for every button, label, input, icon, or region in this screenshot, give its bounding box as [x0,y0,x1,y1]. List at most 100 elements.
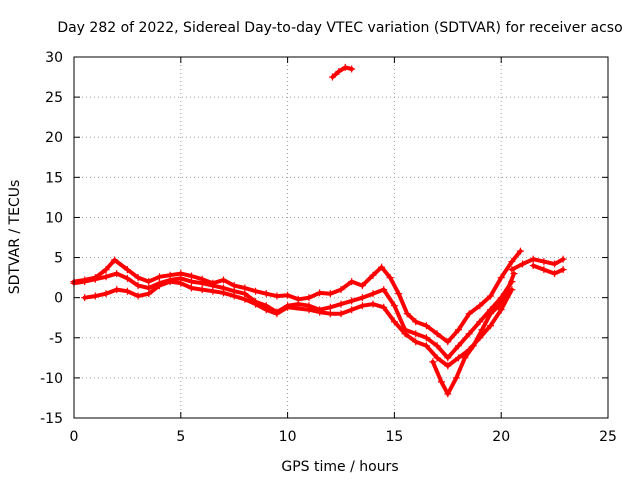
series-line [509,257,566,272]
data-point [380,286,388,294]
data-point [476,318,484,326]
data-point [444,354,452,362]
data-point [358,302,366,310]
data-point [508,258,516,266]
y-tick-label: -10 [40,371,63,387]
data-point [241,295,249,303]
data-point [337,310,345,318]
data-point [284,303,292,311]
data-point [551,260,559,268]
data-point [294,300,302,308]
data-point [102,273,110,281]
y-tick-label: -15 [40,411,63,427]
data-point [326,290,334,298]
data-point [341,63,349,71]
data-point [187,278,195,286]
data-point [273,310,281,318]
data-point [328,73,336,81]
data-point [386,274,394,282]
data-point [369,271,377,279]
data-point [252,287,260,295]
data-point [540,258,548,266]
x-tick-label: 0 [70,429,79,445]
data-point [390,302,398,310]
data-point [433,354,441,362]
data-point [145,278,153,286]
data-point [422,322,430,330]
chart-title: Day 282 of 2022, Sidereal Day-to-day VTE… [57,20,622,36]
data-point [123,266,131,274]
data-point [487,310,495,318]
y-tick-label: 15 [45,170,63,186]
data-point [123,274,131,282]
data-point [540,266,548,274]
series-track-e [328,63,356,81]
data-point [444,338,452,346]
data-point [316,289,324,297]
x-tick-label: 25 [599,429,617,445]
data-point [358,294,366,302]
data-point [326,303,334,311]
data-point [273,292,281,300]
data-point [337,286,345,294]
data-point [369,290,377,298]
y-tick-label: 25 [45,90,63,106]
x-tick-label: 5 [176,429,185,445]
data-point [348,306,356,314]
data-point [102,290,110,298]
data-point [348,297,356,305]
data-point [102,266,110,274]
data-point [403,310,411,318]
y-tick-label: 10 [45,210,63,226]
data-point [335,67,343,75]
data-point [166,278,174,286]
data-point [369,300,377,308]
x-tick-label: 10 [279,429,297,445]
data-point [422,334,430,342]
data-point [412,338,420,346]
data-point [113,286,121,294]
data-point [380,303,388,311]
data-point [123,287,131,295]
data-point [155,282,163,290]
data-point [412,318,420,326]
data-point [262,306,270,314]
data-point [390,318,398,326]
data-point [516,247,524,255]
data-point [559,255,567,263]
data-point [134,282,142,290]
data-point [262,290,270,298]
x-axis-label: GPS time / hours [281,459,398,475]
data-point [510,270,518,278]
series-track-c [81,278,516,370]
data-point [497,306,505,314]
data-point [487,322,495,330]
data-point [326,310,334,318]
data-point [487,292,495,300]
data-point [551,270,559,278]
data-point [316,308,324,316]
data-point [444,390,452,398]
data-point [252,300,260,308]
data-point [91,275,99,283]
data-point [378,263,386,271]
data-point [465,330,473,338]
data-point [145,290,153,298]
y-tick-label: 20 [45,130,63,146]
data-point [111,256,119,264]
data-point [422,342,430,350]
data-point [91,292,99,300]
data-point [134,274,142,282]
data-point [559,266,567,274]
data-point [454,354,462,362]
data-point [358,282,366,290]
data-point [284,291,292,299]
data-point [230,292,238,300]
data-point [81,294,89,302]
series-track-d [429,270,518,398]
data-point [529,255,537,263]
series-track-g [529,262,567,278]
data-series [70,63,567,398]
